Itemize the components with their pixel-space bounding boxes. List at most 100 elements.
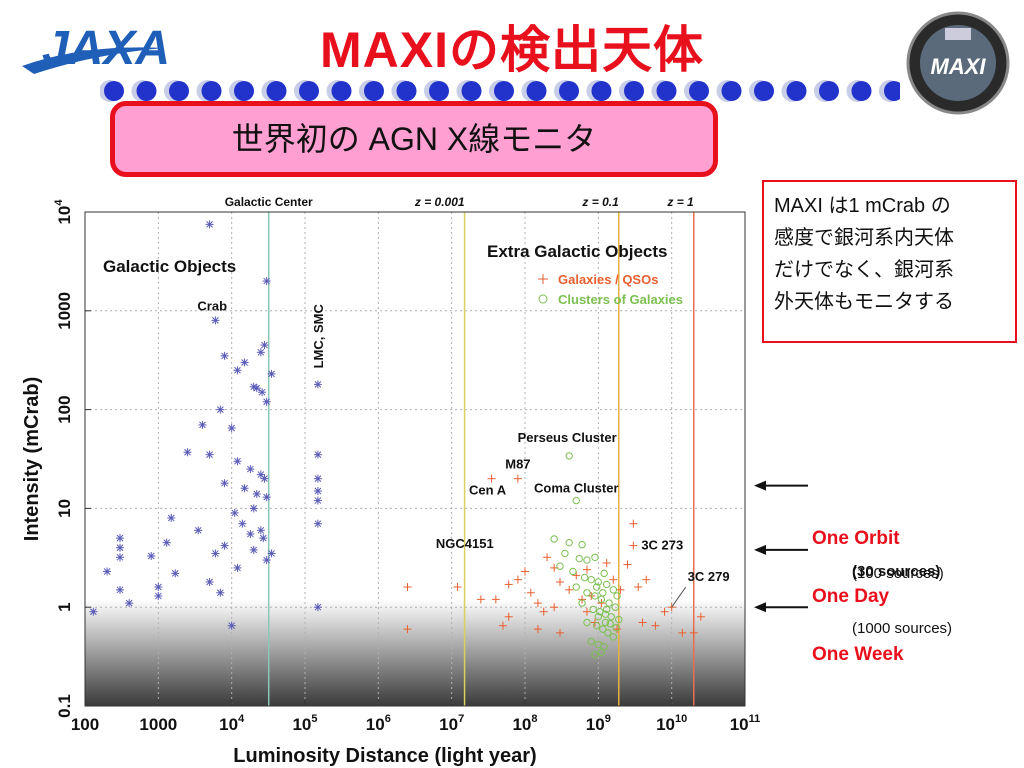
galaxy-point bbox=[651, 621, 660, 630]
cluster-point bbox=[605, 599, 613, 607]
galactic-point bbox=[220, 541, 229, 550]
dot bbox=[299, 81, 319, 101]
galaxy-point bbox=[582, 565, 591, 574]
dot bbox=[494, 81, 514, 101]
galaxy-point bbox=[629, 519, 638, 528]
galactic-point bbox=[262, 277, 271, 286]
dot bbox=[234, 81, 254, 101]
cluster-point bbox=[613, 592, 621, 600]
cluster-point bbox=[572, 583, 580, 591]
cluster-point bbox=[578, 599, 586, 607]
note-box: MAXI は1 mCrab の 感度で銀河系内天体 だけでなく、銀河系 外天体も… bbox=[762, 180, 1017, 343]
cluster-point bbox=[556, 562, 564, 570]
galactic-point bbox=[230, 508, 239, 517]
y-tick-label: 0.1 bbox=[55, 694, 74, 718]
galaxy-point bbox=[504, 580, 513, 589]
galactic-point bbox=[233, 563, 242, 572]
cluster-point bbox=[609, 633, 618, 641]
galaxy-point bbox=[513, 474, 522, 483]
dot bbox=[786, 81, 807, 101]
jaxa-logo-text: JAXA bbox=[42, 22, 170, 75]
dot bbox=[331, 81, 352, 101]
galaxy-point bbox=[453, 583, 462, 592]
jaxa-swoosh bbox=[22, 47, 164, 74]
x-tick-label: 1010 bbox=[656, 713, 687, 734]
dot bbox=[721, 81, 742, 101]
galactic-point bbox=[103, 567, 112, 576]
cluster-point bbox=[565, 452, 573, 460]
cluster-point bbox=[606, 620, 614, 628]
cluster-point bbox=[589, 605, 597, 614]
galactic-point bbox=[258, 388, 267, 397]
cluster-point bbox=[612, 624, 620, 632]
vertical-line-label: z = 0.1 bbox=[581, 195, 619, 209]
dot bbox=[559, 81, 579, 101]
vertical-line-label: z = 0.001 bbox=[414, 195, 465, 209]
galaxy-point bbox=[638, 618, 647, 627]
cluster-point bbox=[600, 642, 608, 651]
note-line: 感度で銀河系内天体 bbox=[774, 227, 954, 249]
dot bbox=[396, 81, 417, 101]
galactic-point bbox=[313, 450, 322, 459]
marker-count: (30 sources) bbox=[852, 563, 940, 580]
cluster-point bbox=[599, 589, 607, 597]
dot bbox=[201, 81, 222, 101]
galaxy-point bbox=[491, 595, 500, 604]
galactic-point bbox=[313, 603, 322, 612]
dot bbox=[689, 81, 709, 101]
annotation-leader bbox=[671, 586, 687, 608]
jaxa-logo: JAXA bbox=[22, 22, 170, 75]
galaxy-point bbox=[539, 607, 548, 616]
region-label: Galactic Objects bbox=[103, 257, 236, 276]
axes: 100 1000 104 105 106 107 108 109 1010 1011 0.1 1 10 1… bbox=[21, 199, 760, 767]
marker-arrow bbox=[754, 602, 808, 613]
chart-labels: Galactic Center z = 0.001 z = 0.1 z = 1 Gala… bbox=[103, 195, 730, 608]
marker-count: (1000 sources) bbox=[852, 620, 952, 637]
note-line: MAXI は1 mCrab の bbox=[774, 195, 951, 217]
region-label: Extra Galactic Objects bbox=[487, 242, 667, 261]
galactic-point bbox=[220, 479, 229, 488]
cluster-point bbox=[597, 648, 606, 656]
galaxy-point bbox=[504, 612, 513, 621]
galactic-point bbox=[220, 351, 229, 360]
y-tick-label: 1000 bbox=[55, 292, 74, 330]
data-points bbox=[89, 220, 705, 659]
marker-arrow bbox=[754, 480, 808, 491]
cluster-point bbox=[569, 567, 577, 576]
dot bbox=[266, 81, 287, 101]
x-tick-label: 106 bbox=[366, 713, 391, 734]
galactic-point bbox=[162, 538, 171, 547]
cluster-point bbox=[587, 637, 595, 646]
dot bbox=[754, 81, 774, 101]
galactic-point bbox=[198, 420, 207, 429]
galaxy-point bbox=[660, 607, 669, 616]
cluster-point bbox=[565, 538, 573, 547]
x-tick-label: 1011 bbox=[730, 713, 761, 734]
galactic-point bbox=[154, 591, 163, 600]
y-tick-label: 10 bbox=[55, 499, 74, 518]
galactic-point bbox=[260, 341, 269, 350]
galactic-point bbox=[227, 621, 236, 630]
x-tick-label: 1000 bbox=[139, 715, 177, 734]
dot bbox=[624, 81, 644, 101]
galactic-point bbox=[246, 530, 255, 539]
galaxy-point bbox=[521, 567, 529, 576]
x-tick-label: 107 bbox=[439, 713, 464, 734]
galaxy-point bbox=[597, 599, 606, 608]
cluster-point bbox=[591, 592, 599, 600]
galaxy-point bbox=[533, 625, 542, 634]
galaxy-point bbox=[403, 625, 412, 634]
galactic-point bbox=[262, 397, 271, 406]
dot bbox=[104, 81, 124, 101]
dot bbox=[461, 81, 482, 101]
galactic-point bbox=[259, 534, 268, 543]
galactic-point bbox=[313, 487, 322, 496]
annotation-label: 3C 279 bbox=[688, 569, 730, 584]
dot bbox=[526, 81, 547, 101]
galactic-point bbox=[313, 380, 322, 389]
y-tick-label: 1 bbox=[55, 602, 74, 611]
cluster-point bbox=[572, 496, 580, 505]
galactic-point bbox=[240, 484, 249, 493]
marker-label: One Week bbox=[812, 644, 904, 665]
galaxy-point bbox=[634, 583, 643, 592]
